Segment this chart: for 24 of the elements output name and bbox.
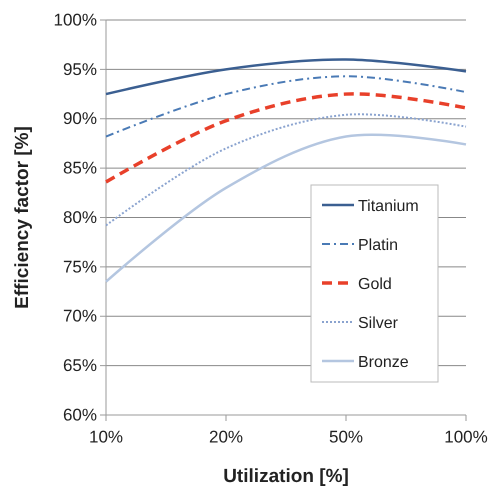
y-tick-label: 85% (62, 158, 97, 178)
y-tick-label: 80% (62, 208, 97, 227)
line-series (105, 75, 467, 138)
legend-label: Titanium (358, 198, 419, 215)
line-series (104, 92, 468, 184)
y-tick-label: 90% (62, 109, 97, 128)
y-tick-label: 70% (62, 306, 97, 326)
x-tick-label: 10% (88, 428, 124, 447)
y-tick-label: 95% (62, 60, 97, 79)
x-tick-label: 20% (208, 428, 244, 447)
y-tick-label: 65% (62, 356, 97, 376)
x-tick-label: 100% (444, 428, 488, 447)
y-axis-title: Efficiency factor [%] (12, 126, 33, 309)
y-tick-label: 100% (54, 10, 97, 30)
legend-label: Gold (358, 276, 392, 293)
legend-label: Platin (358, 237, 398, 254)
y-tick-label: 60% (62, 405, 97, 424)
x-axis-title: Utilization [%] (223, 466, 349, 487)
y-tick-label: 75% (62, 257, 97, 276)
line-series (104, 58, 468, 96)
line-series (105, 113, 467, 226)
x-tick-label: 50% (328, 428, 364, 447)
legend-label: Bronze (358, 354, 409, 371)
legend-label: Silver (358, 315, 399, 332)
